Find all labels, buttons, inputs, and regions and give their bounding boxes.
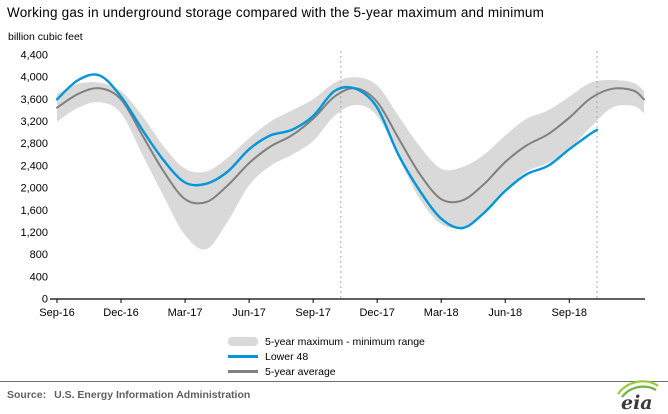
x-tick-label: Dec-16: [103, 307, 138, 319]
source-label: Source:: [7, 389, 47, 401]
y-tick-label: 2,000: [20, 183, 48, 195]
legend-label-average: 5-year average: [265, 365, 336, 378]
y-tick-label: 1,200: [20, 227, 48, 239]
chart-canvas: 0 400 800 1,200 1,600 2,000 2,400 2,800 3,200 3,6…: [20, 50, 645, 319]
legend-label-range: 5-year maximum - minimum range: [265, 335, 425, 348]
y-tick-label: 3,200: [20, 116, 48, 128]
y-tick-label: 1,600: [20, 205, 48, 217]
x-tick-label: Mar-18: [424, 307, 459, 319]
legend-item-range: 5-year maximum - minimum range: [228, 334, 425, 349]
band-area: [57, 77, 644, 250]
x-tick-label: Sep-18: [552, 307, 587, 319]
y-tick-label: 800: [30, 249, 48, 261]
legend-swatch-lower48: [228, 355, 258, 358]
source-line: Source: U.S. Energy Information Administr…: [7, 389, 250, 401]
y-tick-label: 2,800: [20, 138, 48, 150]
source-text: U.S. Energy Information Administration: [54, 389, 251, 401]
x-tick-label: Sep-17: [295, 307, 330, 319]
legend-swatch-range: [228, 337, 258, 346]
y-tick-label: 4,000: [20, 72, 48, 84]
series-lower-48: [55, 73, 599, 230]
legend-item-lower48: Lower 48: [228, 349, 425, 364]
y-tick-label: 2,400: [20, 160, 48, 172]
legend-item-average: 5-year average: [228, 364, 425, 379]
eia-logo-leaf-icon: [617, 380, 659, 395]
y-tick-label: 0: [42, 294, 48, 306]
legend-swatch-average: [228, 370, 258, 373]
legend: 5-year maximum - minimum range Lower 48 …: [228, 334, 425, 379]
x-tick-label: Jun-18: [488, 307, 522, 319]
x-tick-label: Sep-16: [39, 307, 74, 319]
y-axis-unit-label: billion cubic feet: [8, 31, 83, 43]
eia-logo-text: eia: [621, 392, 653, 412]
y-tick-label: 4,400: [20, 50, 48, 62]
x-tick-label: Mar-17: [168, 307, 203, 319]
eia-logo: eia: [617, 380, 659, 412]
y-tick-label: 3,600: [20, 94, 48, 106]
legend-label-lower48: Lower 48: [265, 350, 309, 363]
chart-title: Working gas in underground storage compa…: [7, 5, 545, 20]
x-tick-label: Jun-17: [232, 307, 266, 319]
footer-divider: [0, 381, 668, 382]
y-tick-label: 400: [30, 271, 48, 283]
x-tick-label: Dec-17: [359, 307, 394, 319]
eia-logo-leaf-icon: [621, 385, 657, 398]
